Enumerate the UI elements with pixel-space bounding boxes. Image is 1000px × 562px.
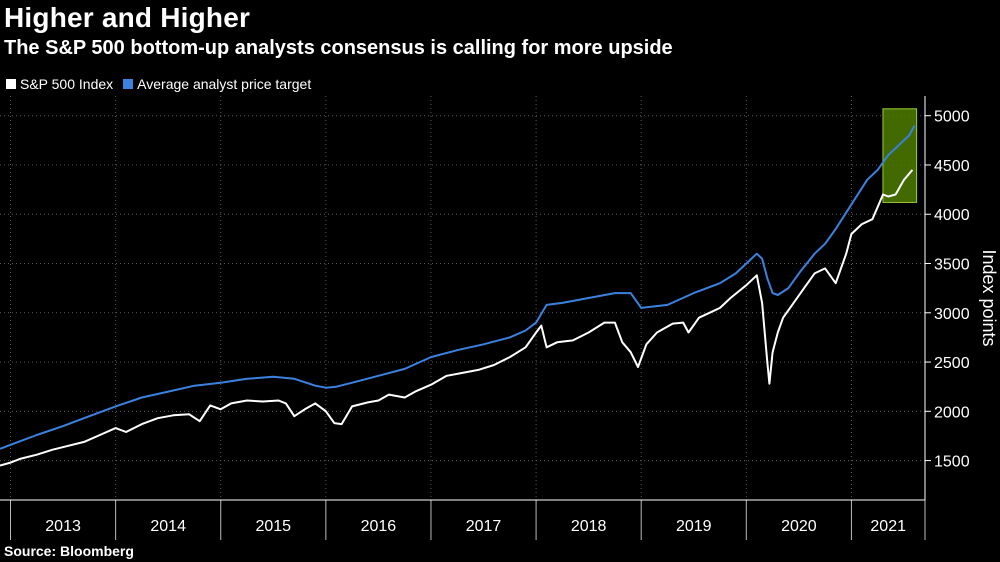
series-line-target <box>0 125 916 450</box>
legend-swatch-index <box>6 79 16 89</box>
grid-lines <box>0 96 925 500</box>
x-tick-label-2019: 2019 <box>676 518 712 535</box>
x-tick-label-2018: 2018 <box>571 518 607 535</box>
legend-item-index: S&P 500 Index <box>6 76 113 92</box>
legend-label-target: Average analyst price target <box>137 76 312 92</box>
legend-swatch-target <box>123 79 134 89</box>
x-tick-label-2021: 2021 <box>870 518 906 535</box>
chart-subtitle: The S&P 500 bottom-up analysts consensus… <box>4 37 673 59</box>
y-tick-label-1500: 1500 <box>934 454 970 471</box>
series-group <box>0 125 916 467</box>
y-tick-label-5000: 5000 <box>934 109 970 126</box>
y-axis-label: Index points <box>979 249 999 346</box>
x-tick-label-2016: 2016 <box>361 518 397 535</box>
source-note: Source: Bloomberg <box>4 543 134 559</box>
x-tick-label-2014: 2014 <box>150 518 186 535</box>
legend-item-target: Average analyst price target <box>123 76 311 92</box>
x-tick-label-2013: 2013 <box>45 518 81 535</box>
x-tick-label-2015: 2015 <box>255 518 291 535</box>
y-tick-label-2000: 2000 <box>934 404 970 421</box>
y-tick-label-4500: 4500 <box>934 158 970 175</box>
legend-label-index: S&P 500 Index <box>20 76 114 92</box>
y-tick-label-4000: 4000 <box>934 207 970 224</box>
legend: S&P 500 Index Average analyst price targ… <box>6 76 311 92</box>
y-tick-label-3500: 3500 <box>934 257 970 274</box>
axes: 1500 2000 2500 3000 3500 4000 4500 5000 2013 2014… <box>0 96 970 540</box>
x-tick-label-2017: 2017 <box>466 518 502 535</box>
chart-title: Higher and Higher <box>4 2 251 33</box>
series-line-index <box>0 169 914 467</box>
y-tick-label-2500: 2500 <box>934 355 970 372</box>
y-tick-label-3000: 3000 <box>934 306 970 323</box>
x-tick-label-2020: 2020 <box>781 518 817 535</box>
